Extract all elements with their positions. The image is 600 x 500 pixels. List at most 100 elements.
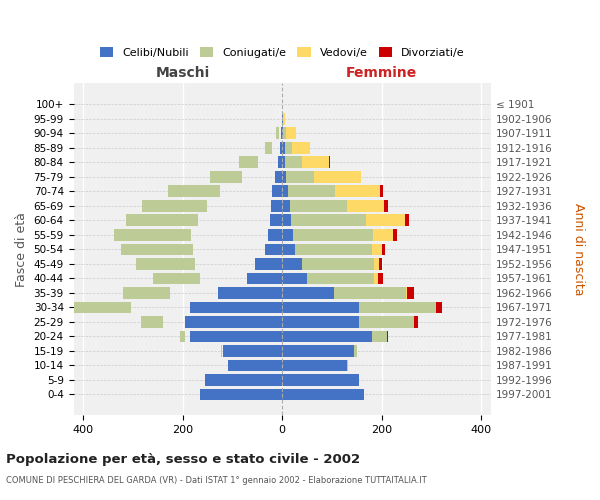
Bar	[123, 302, 127, 313]
Bar	[281, 128, 282, 139]
Bar	[233, 171, 238, 182]
Bar	[205, 374, 282, 386]
Bar	[269, 142, 271, 154]
Bar	[186, 214, 190, 226]
Bar	[265, 142, 272, 154]
Bar	[282, 360, 347, 371]
Bar	[374, 272, 378, 284]
Bar	[193, 258, 194, 270]
Bar	[282, 156, 285, 168]
Bar	[291, 214, 366, 226]
Bar	[282, 330, 371, 342]
Bar	[253, 156, 256, 168]
Legend: Celibi/Nubili, Coniugati/e, Vedovi/e, Divorziati/e: Celibi/Nubili, Coniugati/e, Vedovi/e, Di…	[95, 42, 469, 62]
Bar	[282, 142, 285, 154]
Text: Maschi: Maschi	[156, 66, 210, 80]
Bar	[373, 229, 392, 240]
Bar	[160, 287, 166, 298]
Bar	[278, 156, 282, 168]
Bar	[268, 229, 282, 240]
Bar	[185, 316, 282, 328]
Bar	[282, 244, 295, 255]
Bar	[283, 113, 285, 124]
Bar	[153, 272, 200, 284]
Bar	[282, 186, 288, 197]
Bar	[277, 128, 278, 139]
Bar	[436, 302, 442, 313]
Bar	[223, 345, 282, 356]
Bar	[189, 244, 191, 255]
Bar	[288, 186, 335, 197]
Bar	[197, 200, 202, 211]
Bar	[290, 200, 347, 211]
Bar	[359, 302, 436, 313]
Bar	[286, 171, 314, 182]
Bar	[374, 258, 379, 270]
Bar	[282, 214, 291, 226]
Bar	[282, 258, 302, 270]
Bar	[280, 142, 282, 154]
Bar	[371, 244, 382, 255]
Bar	[142, 200, 207, 211]
Bar	[255, 258, 282, 270]
Bar	[159, 316, 161, 328]
Bar	[283, 128, 286, 139]
Bar	[185, 244, 188, 255]
Bar	[282, 388, 364, 400]
Bar	[282, 171, 286, 182]
Bar	[307, 272, 374, 284]
Bar	[380, 186, 383, 197]
Y-axis label: Fasce di età: Fasce di età	[15, 212, 28, 286]
Bar	[270, 214, 282, 226]
Bar	[71, 302, 131, 313]
Bar	[334, 287, 406, 298]
Bar	[190, 214, 194, 226]
Bar	[414, 316, 418, 328]
Bar	[265, 244, 282, 255]
Bar	[392, 229, 397, 240]
Bar	[136, 258, 195, 270]
Bar	[384, 200, 388, 211]
Bar	[386, 330, 388, 342]
Bar	[354, 345, 357, 356]
Bar	[366, 214, 406, 226]
Bar	[335, 186, 380, 197]
Bar	[114, 229, 191, 240]
Bar	[285, 142, 292, 154]
Bar	[371, 330, 386, 342]
Bar	[190, 302, 282, 313]
Bar	[198, 272, 199, 284]
Text: COMUNE DI PESCHIERA DEL GARDA (VR) - Dati ISTAT 1° gennaio 2002 - Elaborazione T: COMUNE DI PESCHIERA DEL GARDA (VR) - Dat…	[6, 476, 427, 485]
Bar	[121, 244, 193, 255]
Bar	[285, 156, 302, 168]
Bar	[406, 214, 409, 226]
Bar	[185, 229, 188, 240]
Bar	[140, 316, 163, 328]
Bar	[293, 229, 373, 240]
Bar	[282, 200, 290, 211]
Bar	[379, 258, 382, 270]
Text: Popolazione per età, sesso e stato civile - 2002: Popolazione per età, sesso e stato civil…	[6, 452, 360, 466]
Bar	[181, 330, 185, 342]
Bar	[227, 360, 282, 371]
Bar	[282, 316, 359, 328]
Bar	[271, 200, 282, 211]
Bar	[123, 287, 170, 298]
Bar	[295, 244, 371, 255]
Bar	[286, 128, 296, 139]
Bar	[282, 287, 334, 298]
Bar	[218, 287, 282, 298]
Bar	[282, 229, 293, 240]
Bar	[407, 287, 415, 298]
Bar	[378, 272, 383, 284]
Bar	[282, 302, 359, 313]
Y-axis label: Anni di nascita: Anni di nascita	[572, 203, 585, 296]
Bar	[210, 171, 242, 182]
Bar	[205, 186, 212, 197]
Bar	[126, 214, 198, 226]
Bar	[282, 128, 283, 139]
Text: Femmine: Femmine	[346, 66, 417, 80]
Bar	[190, 330, 282, 342]
Bar	[200, 388, 282, 400]
Bar	[282, 374, 359, 386]
